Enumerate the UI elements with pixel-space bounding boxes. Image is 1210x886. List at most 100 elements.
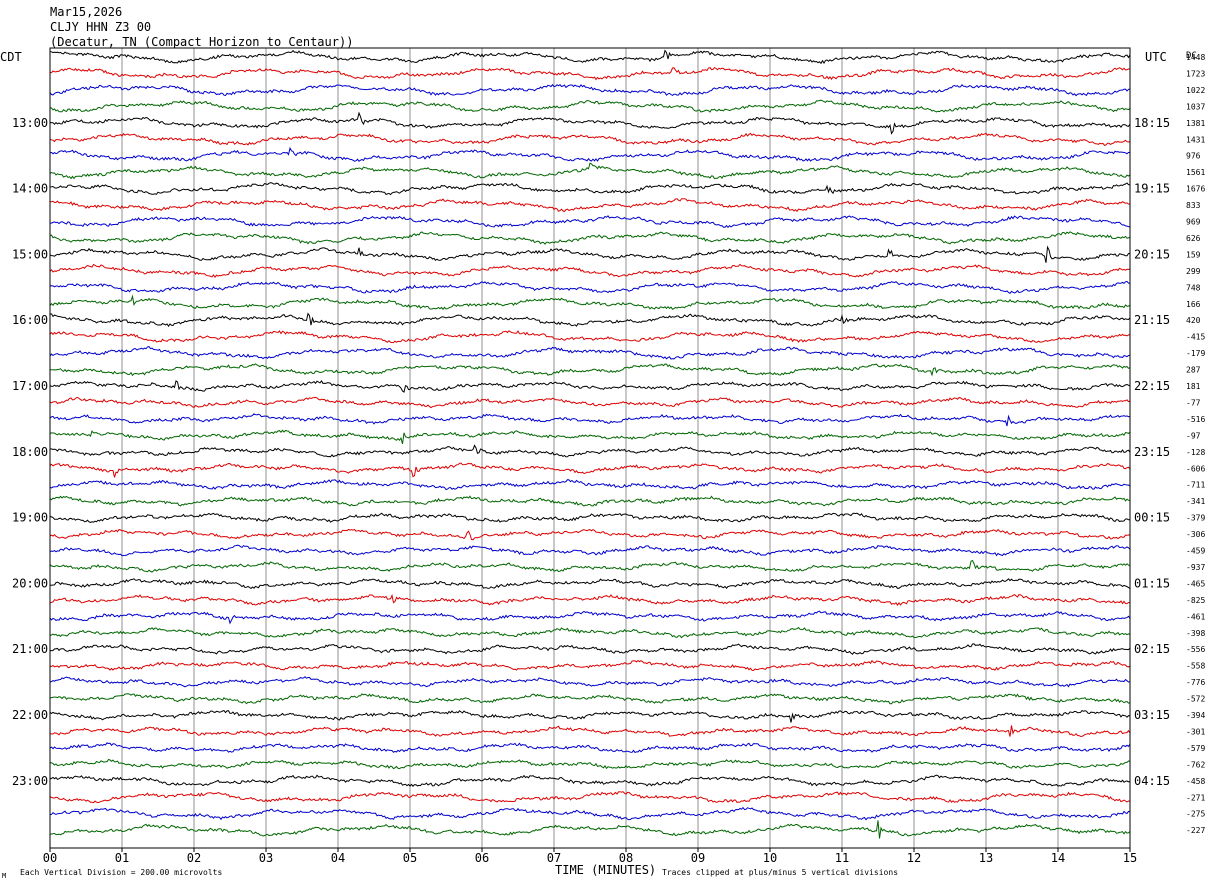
trace-9 [49,182,1131,196]
dc-offset-label: -306 [1186,530,1205,539]
dc-offset-label: -77 [1186,398,1201,407]
dc-offset-label: -937 [1186,563,1205,572]
dc-offset-label: 976 [1186,152,1201,161]
dc-offset-label: 287 [1186,366,1201,375]
dc-offset-label: 1676 [1186,185,1205,194]
dc-offset-label: -461 [1186,612,1205,621]
trace-27 [49,479,1131,491]
dc-offset-label: -572 [1186,695,1205,704]
dc-offset-label: -97 [1186,431,1201,440]
x-tick-label: 01 [115,851,129,865]
dc-offset-label: -271 [1186,793,1205,802]
cdt-hour-label: 21:00 [12,642,48,656]
utc-hour-label: 18:15 [1134,116,1170,130]
dc-offset-label: 1431 [1186,135,1205,144]
right-time-labels: 18:15 19:15 20:15 21:15 22:15 23:15 00:15 01:15… [1134,116,1170,788]
trace-12 [49,231,1131,245]
trace-43 [49,742,1131,754]
utc-hour-label: 23:15 [1134,445,1170,459]
trace-42 [50,725,1131,737]
dc-offset-label: -128 [1186,448,1205,457]
dc-offset-label: 181 [1186,382,1201,391]
cdt-hour-label: 15:00 [12,247,48,261]
dc-offset-label: -415 [1186,333,1205,342]
trace-21 [49,380,1131,393]
dc-offset-label: -301 [1186,727,1205,736]
x-tick-label: 02 [187,851,201,865]
trace-19 [49,346,1131,360]
dc-offset-label: 833 [1186,201,1201,210]
trace-34 [49,593,1131,607]
trace-24 [49,429,1131,445]
dc-offset-label: -458 [1186,777,1205,786]
cdt-hour-label: 22:00 [12,708,48,722]
trace-18 [49,330,1131,344]
dc-offset-label: 748 [1186,283,1201,292]
dc-offset-label: -825 [1186,596,1205,605]
dc-offset-label: -227 [1186,826,1205,835]
dc-offset-label: 1561 [1186,168,1205,177]
dc-offset-label: -179 [1186,349,1205,358]
trace-10 [49,198,1131,213]
trace-36 [49,626,1131,639]
vertical-division-note: Each Vertical Division = 200.00 microvol… [20,868,222,877]
trace-35 [49,610,1131,625]
cdt-hour-label: 13:00 [12,116,48,130]
utc-hour-label: 01:15 [1134,576,1170,590]
trace-23 [49,413,1131,427]
dc-offset-label: -465 [1186,579,1205,588]
trace-45 [49,774,1131,787]
dc-offset-label: 166 [1186,300,1201,309]
seismic-traces [49,49,1131,839]
cdt-hour-label: 18:00 [12,445,48,459]
cdt-hour-label: 16:00 [12,313,48,327]
dc-offset-labels: 1448 1723 1022 1037 1381 1431 976 1561 1676 833 96… [1186,53,1205,835]
x-tick-label: 11 [835,851,849,865]
trace-22 [49,396,1131,409]
dc-offset-label: -394 [1186,711,1205,720]
right-timezone: UTC [1145,50,1167,64]
plot-frame [49,47,1131,849]
utc-hour-label: 04:15 [1134,774,1170,788]
trace-5 [49,111,1131,135]
x-axis-ticks: 00 01 02 03 04 05 06 07 08 09 10 11 12 13 14 15 [43,848,1137,865]
utc-hour-label: 19:15 [1134,182,1170,196]
utc-hour-label: 22:15 [1134,379,1170,393]
dc-offset-label: 626 [1186,234,1201,243]
trace-11 [50,215,1131,229]
chart-date: Mar15,2026 [50,5,122,19]
dc-offset-label: 1022 [1186,86,1205,95]
trace-14 [49,263,1131,279]
dc-offset-label: -341 [1186,497,1205,506]
x-tick-label: 09 [691,851,705,865]
dc-offset-label: -398 [1186,629,1205,638]
trace-39 [49,676,1131,688]
x-tick-label: 13 [979,851,993,865]
left-timezone: CDT [0,50,22,64]
cdt-hour-label: 17:00 [12,379,48,393]
trace-29 [49,512,1131,523]
dc-offset-label: -379 [1186,514,1205,523]
dc-offset-label: 1381 [1186,119,1205,128]
utc-hour-label: 20:15 [1134,247,1170,261]
clipping-note: Traces clipped at plus/minus 5 vertical … [662,868,898,877]
trace-8 [49,162,1131,180]
dc-offset-label: -275 [1186,810,1205,819]
utc-hour-label: 03:15 [1134,708,1170,722]
x-tick-label: 12 [907,851,921,865]
cdt-hour-label: 23:00 [12,774,48,788]
cdt-hour-label: 14:00 [12,182,48,196]
trace-4 [49,99,1131,113]
dc-offset-label: -711 [1186,481,1205,490]
trace-28 [49,495,1131,507]
dc-offset-label: -516 [1186,415,1205,424]
x-tick-label: 10 [763,851,777,865]
trace-16 [49,294,1131,311]
utc-hour-label: 00:15 [1134,511,1170,525]
dc-offset-label: 420 [1186,316,1201,325]
x-tick-label: 04 [331,851,345,865]
cdt-hour-label: 19:00 [12,511,48,525]
dc-offset-label: -459 [1186,547,1205,556]
dc-offset-label: -558 [1186,662,1205,671]
